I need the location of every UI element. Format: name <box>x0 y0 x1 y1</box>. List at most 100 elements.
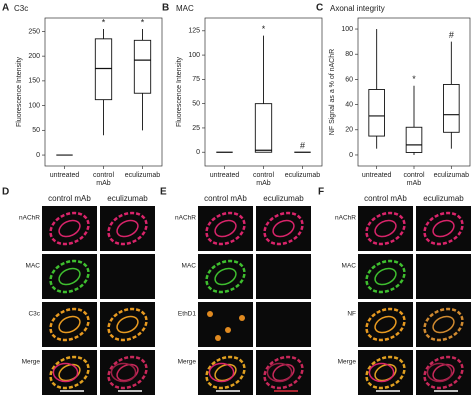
significance-marker: # <box>300 141 305 151</box>
significance-marker: * <box>141 17 145 27</box>
panel-letter: B <box>162 3 169 14</box>
endplate-inner <box>116 315 139 334</box>
significance-marker: # <box>449 30 454 40</box>
significance-marker: * <box>262 24 266 34</box>
overlay <box>208 362 235 383</box>
box <box>368 89 385 137</box>
y-axis-label: Fluorescence Intensity <box>16 56 23 127</box>
endplate-inner <box>116 219 139 238</box>
endplate <box>263 211 304 246</box>
endplate <box>423 211 464 246</box>
row-label: nAChR <box>175 215 196 222</box>
box <box>94 38 113 101</box>
endplate-inner <box>272 219 295 238</box>
y-tick-label: 125 <box>188 28 200 35</box>
overlay <box>426 362 453 383</box>
y-tick-label: 100 <box>28 102 40 109</box>
x-tick-label: control mAb <box>93 172 114 187</box>
endplate-inner <box>214 219 237 238</box>
nucleus <box>225 327 231 333</box>
panel-letter: F <box>318 187 324 198</box>
box <box>254 103 273 153</box>
endplate <box>365 259 406 294</box>
endplate <box>423 307 464 342</box>
x-tick-label: eculizumab <box>285 172 321 179</box>
row-label: Merge <box>178 359 197 366</box>
y-tick-label: 40 <box>345 101 353 108</box>
y-tick-label: 80 <box>345 51 353 58</box>
x-tick-label: untreated <box>210 172 240 179</box>
nucleus <box>207 311 213 317</box>
endplate <box>263 355 304 390</box>
significance-marker: * <box>412 74 416 84</box>
micrograph <box>100 254 155 299</box>
chart-title: Axonal integrity <box>330 4 385 13</box>
column-header: control mAb <box>364 194 407 203</box>
column-header: control mAb <box>204 194 247 203</box>
panel-letter: E <box>160 187 167 198</box>
micrograph <box>416 254 471 299</box>
y-tick-label: 0 <box>196 149 200 156</box>
y-axis-label: NF Signal as a % of nAChR <box>329 49 336 135</box>
micrograph <box>198 302 253 347</box>
row-label: MAC <box>182 263 197 270</box>
row-label: nAChR <box>335 215 356 222</box>
row-label: MAC <box>26 263 41 270</box>
y-tick-label: 50 <box>192 101 200 108</box>
y-tick-label: 0 <box>349 152 353 159</box>
endplate <box>107 211 148 246</box>
endplate-inner <box>374 219 397 238</box>
endplate-inner <box>374 315 397 334</box>
y-tick-label: 100 <box>341 26 353 33</box>
nucleus <box>215 335 221 341</box>
endplate-inner <box>58 219 81 238</box>
endplate <box>423 355 464 390</box>
column-header: eculizumab <box>263 194 304 203</box>
row-label: nAChR <box>19 215 40 222</box>
endplate-inner <box>432 219 455 238</box>
endplate <box>205 355 246 390</box>
overlay <box>52 362 79 383</box>
panel-letter: D <box>2 187 9 198</box>
column-header: eculizumab <box>423 194 464 203</box>
endplate <box>365 211 406 246</box>
y-tick-label: 50 <box>32 127 40 134</box>
y-tick-label: 250 <box>28 28 40 35</box>
endplate <box>205 211 246 246</box>
x-tick-label: untreated <box>50 172 80 179</box>
x-tick-label: eculizumab <box>434 172 470 179</box>
column-header: eculizumab <box>107 194 148 203</box>
endplate <box>107 307 148 342</box>
panel-letter: A <box>2 3 9 14</box>
y-tick-label: 25 <box>192 125 200 132</box>
box <box>443 83 460 133</box>
endplate <box>49 211 90 246</box>
x-tick-label: untreated <box>362 172 392 179</box>
endplate <box>365 355 406 390</box>
endplate <box>49 259 90 294</box>
row-label: NF <box>347 311 356 318</box>
nucleus <box>239 315 245 321</box>
endplate-inner <box>58 267 81 286</box>
box <box>133 39 152 94</box>
y-tick-label: 200 <box>28 53 40 60</box>
y-tick-label: 150 <box>28 78 40 85</box>
x-tick-label: control mAb <box>253 172 274 187</box>
y-axis-label: Fluorescence Intensity <box>176 56 183 127</box>
row-label: C3c <box>28 311 40 318</box>
chart-title: MAC <box>176 4 194 13</box>
x-tick-label: eculizumab <box>125 172 161 179</box>
micrograph <box>256 254 311 299</box>
significance-marker: * <box>102 17 106 27</box>
endplate <box>205 259 246 294</box>
endplate <box>365 307 406 342</box>
row-label: Merge <box>338 359 357 366</box>
row-label: MAC <box>342 263 357 270</box>
panel-letter: C <box>316 3 323 14</box>
y-tick-label: 60 <box>345 76 353 83</box>
overlay <box>266 362 293 383</box>
chart-title: C3c <box>14 4 28 13</box>
endplate <box>107 355 148 390</box>
x-tick-label: control mAb <box>403 172 424 187</box>
